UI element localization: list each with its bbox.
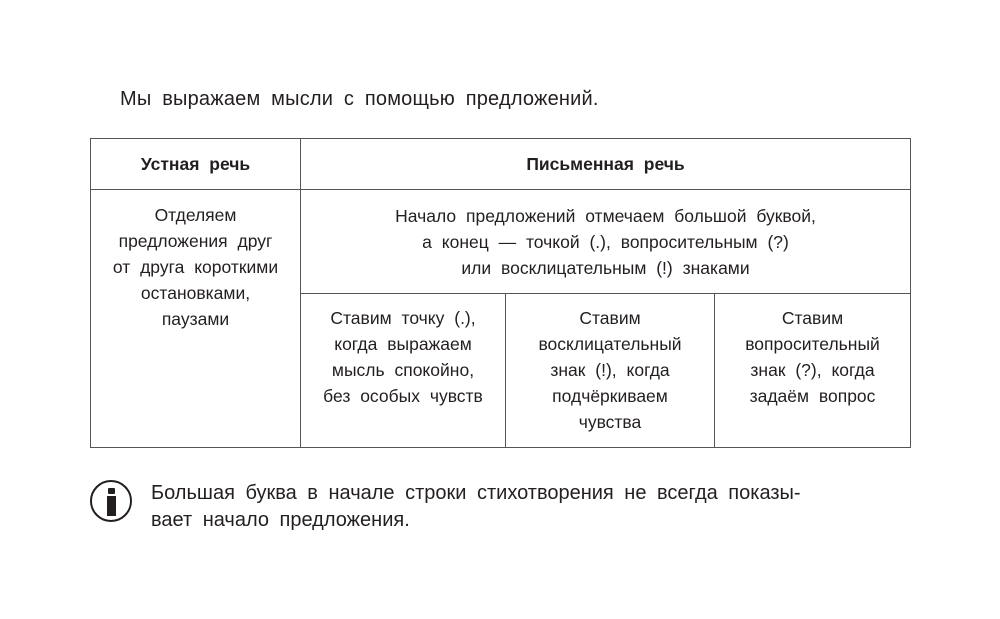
text-line: от друга короткими — [112, 257, 279, 277]
intro-text: Мы выражаем мысли с помощью предложений. — [120, 88, 599, 110]
text-line: подчёркиваем — [552, 386, 668, 406]
cell-exclamation: Ставим восклицательный знак (!), когда п… — [505, 293, 715, 448]
text-line: мысль спокойно, — [331, 360, 475, 380]
text-line: Ставим — [579, 308, 641, 328]
text-line: паузами — [161, 309, 230, 329]
cell-written: Начало предложений отмечаем большой букв… — [300, 189, 911, 294]
text-line: восклицательный — [538, 334, 682, 354]
text-line: Ставим точку (.), — [330, 308, 476, 328]
text-line: или восклицательным (!) знаками — [461, 258, 750, 278]
text-line: знак (!), когда — [550, 360, 670, 380]
speech-table: Устная речь Письменная речь Отделяем пре… — [90, 138, 911, 448]
text-line: Начало предложений отмечаем большой букв… — [395, 206, 816, 226]
header-written: Письменная речь — [300, 138, 911, 190]
text-line: Ставим — [781, 308, 844, 328]
text-line: предложения друг — [118, 231, 273, 251]
note-text: Большая буква в начале строки стихотворе… — [151, 480, 931, 534]
text-line: без особых чувств — [323, 386, 483, 406]
text-line: когда выражаем — [334, 334, 472, 354]
cell-question: Ставим вопросительный знак (?), когда за… — [714, 293, 911, 448]
text-line: остановками, — [140, 283, 251, 303]
text-line: Отделяем — [154, 205, 237, 225]
text-line: вопросительный — [745, 334, 880, 354]
text-line: чувства — [578, 412, 642, 432]
text-line: знак (?), когда — [750, 360, 875, 380]
cell-oral: Отделяем предложения друг от друга корот… — [90, 189, 301, 448]
text-line: Большая буква в начале строки стихотворе… — [151, 482, 801, 504]
cell-period: Ставим точку (.), когда выражаем мысль с… — [300, 293, 506, 448]
header-oral: Устная речь — [90, 138, 301, 190]
text-line: вает начало предложения. — [151, 509, 410, 531]
text-line: задаём вопрос — [749, 386, 876, 406]
text-line: а конец — точкой (.), вопросительным (?) — [422, 232, 789, 252]
info-icon — [90, 480, 132, 522]
